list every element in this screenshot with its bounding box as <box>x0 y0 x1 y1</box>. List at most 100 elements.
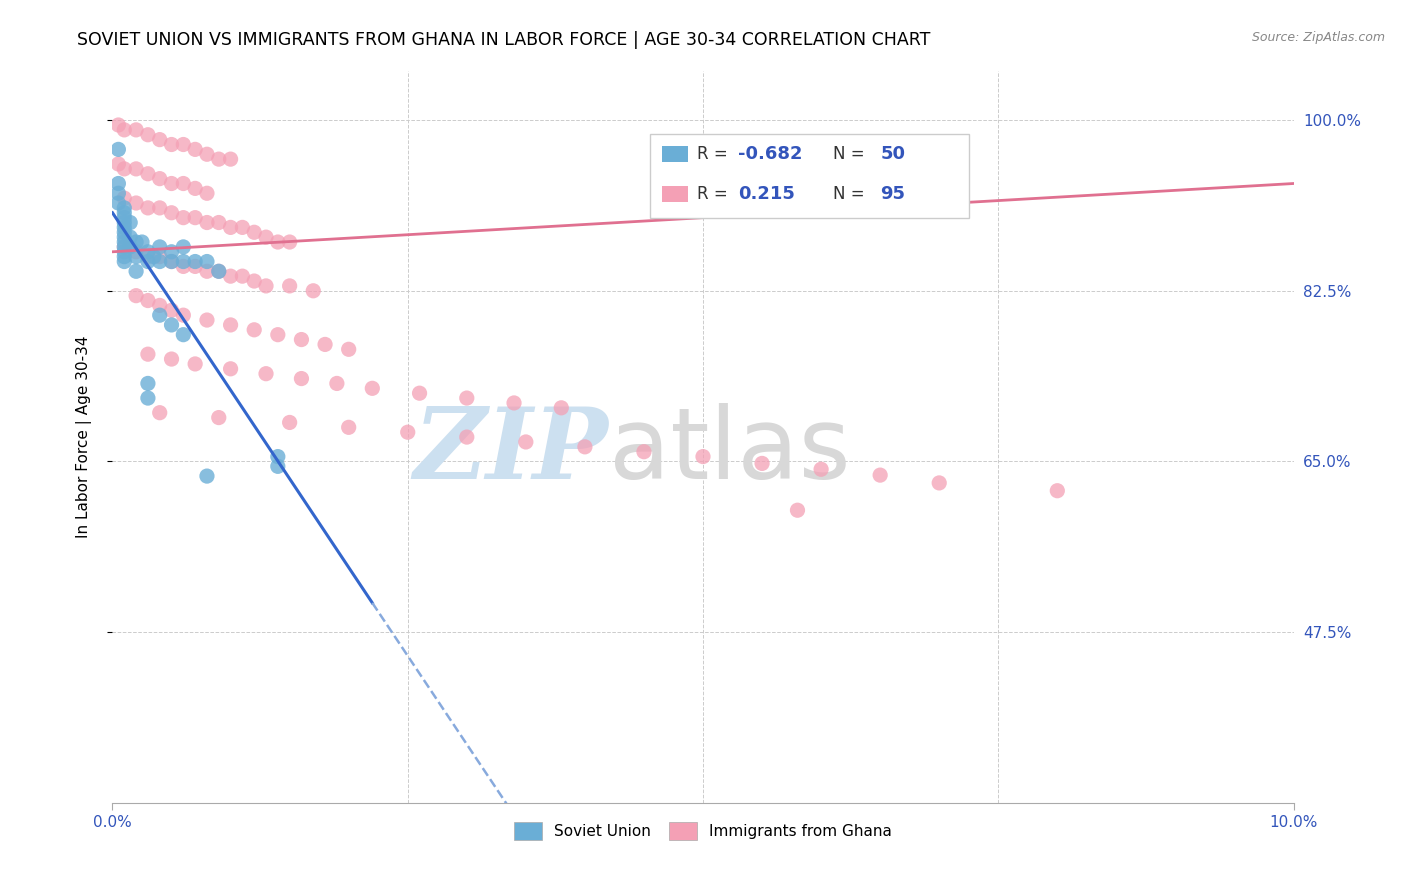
Point <box>314 337 336 351</box>
Point <box>136 391 159 405</box>
Point <box>107 142 129 156</box>
Point <box>160 177 183 191</box>
Point <box>149 308 172 322</box>
Point <box>149 298 172 312</box>
Point <box>326 376 349 391</box>
Point <box>267 459 290 474</box>
Point <box>195 264 218 278</box>
Point <box>125 235 148 249</box>
Point <box>107 157 129 171</box>
Point <box>810 462 832 476</box>
Point <box>1046 483 1069 498</box>
Point <box>112 161 135 176</box>
Point <box>574 440 596 454</box>
Point <box>172 254 194 268</box>
Point <box>125 123 148 137</box>
Point <box>208 264 231 278</box>
Text: R =: R = <box>697 186 733 203</box>
Point <box>160 206 183 220</box>
Point <box>195 469 218 483</box>
Point <box>869 152 891 166</box>
Point <box>231 220 253 235</box>
Point <box>184 260 207 274</box>
Text: 0.215: 0.215 <box>738 186 796 203</box>
Point <box>149 406 172 420</box>
Text: N =: N = <box>832 186 870 203</box>
Point <box>172 308 194 322</box>
Point <box>125 161 148 176</box>
Point <box>692 450 714 464</box>
Point <box>408 386 430 401</box>
Point <box>136 254 159 268</box>
Point <box>125 244 148 259</box>
Point <box>337 343 360 357</box>
Point <box>208 264 231 278</box>
Point <box>928 475 950 490</box>
Point <box>184 357 207 371</box>
Point <box>160 303 183 318</box>
Point <box>112 206 135 220</box>
Point <box>633 444 655 458</box>
Point <box>120 240 142 254</box>
Text: 50: 50 <box>880 145 905 163</box>
Point <box>184 181 207 195</box>
Point <box>112 250 135 264</box>
Point <box>515 434 537 449</box>
Point <box>267 450 290 464</box>
Point <box>219 361 242 376</box>
Point <box>125 250 148 264</box>
Point <box>112 254 135 268</box>
Point <box>278 416 301 430</box>
Text: R =: R = <box>697 145 733 163</box>
Text: SOVIET UNION VS IMMIGRANTS FROM GHANA IN LABOR FORCE | AGE 30-34 CORRELATION CHA: SOVIET UNION VS IMMIGRANTS FROM GHANA IN… <box>77 31 931 49</box>
Point <box>136 167 159 181</box>
Point <box>195 313 218 327</box>
Point <box>172 211 194 225</box>
Point <box>112 244 135 259</box>
Point <box>195 147 218 161</box>
FancyBboxPatch shape <box>662 146 688 162</box>
Legend: Soviet Union, Immigrants from Ghana: Soviet Union, Immigrants from Ghana <box>508 815 898 847</box>
Point <box>131 235 153 249</box>
Point <box>751 457 773 471</box>
Point <box>136 293 159 308</box>
Point <box>136 250 159 264</box>
Point <box>112 225 135 239</box>
Point <box>125 288 148 302</box>
Point <box>142 250 165 264</box>
Point <box>254 279 277 293</box>
Point <box>149 254 172 268</box>
Point <box>361 381 384 395</box>
Text: 95: 95 <box>880 186 905 203</box>
Point <box>125 196 148 211</box>
Point <box>302 284 325 298</box>
Point <box>172 260 194 274</box>
Point <box>290 333 312 347</box>
Point <box>112 220 135 235</box>
Point <box>136 244 159 259</box>
Point <box>112 123 135 137</box>
Point <box>149 201 172 215</box>
Point <box>160 352 183 367</box>
Point <box>107 177 129 191</box>
Point <box>136 128 159 142</box>
Point <box>184 211 207 225</box>
Point <box>195 254 218 268</box>
Point <box>219 152 242 166</box>
Point <box>219 269 242 284</box>
Point <box>396 425 419 440</box>
Point <box>503 396 526 410</box>
Point <box>149 240 172 254</box>
Point <box>149 171 172 186</box>
Point <box>243 323 266 337</box>
Point <box>550 401 572 415</box>
Point <box>456 391 478 405</box>
Point <box>112 240 135 254</box>
Point <box>456 430 478 444</box>
Point <box>112 240 135 254</box>
Text: -0.682: -0.682 <box>738 145 803 163</box>
Point <box>172 327 194 342</box>
Point <box>243 225 266 239</box>
Point <box>208 152 231 166</box>
Text: Source: ZipAtlas.com: Source: ZipAtlas.com <box>1251 31 1385 45</box>
